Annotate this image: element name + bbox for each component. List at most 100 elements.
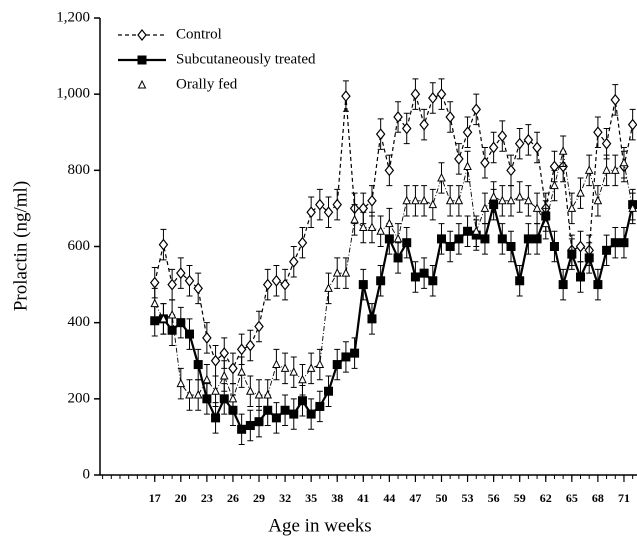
marker <box>549 242 559 251</box>
marker <box>280 278 290 291</box>
marker <box>515 276 525 286</box>
marker <box>297 396 307 406</box>
marker <box>228 362 238 375</box>
x-tick-label: 71 <box>618 491 630 505</box>
x-tick-label: 17 <box>149 491 161 505</box>
y-tick-label: 1,000 <box>56 86 90 102</box>
marker <box>158 238 169 251</box>
marker <box>341 352 351 362</box>
marker <box>185 389 194 399</box>
x-tick-label: 65 <box>566 491 578 505</box>
marker <box>211 413 221 423</box>
marker <box>323 206 334 219</box>
marker <box>376 226 385 235</box>
marker <box>211 386 220 395</box>
x-tick-label: 47 <box>409 491 421 505</box>
marker <box>263 389 273 399</box>
marker <box>384 164 395 177</box>
x-tick-label: 68 <box>592 491 604 505</box>
marker <box>628 203 637 212</box>
x-tick-label: 41 <box>357 491 369 505</box>
marker <box>480 156 490 169</box>
marker <box>236 343 247 356</box>
marker <box>602 165 611 174</box>
marker <box>558 280 568 290</box>
x-tick-label: 20 <box>175 491 187 505</box>
marker <box>593 280 603 290</box>
marker <box>463 226 473 236</box>
marker <box>515 191 525 201</box>
marker <box>401 122 412 135</box>
marker <box>498 195 507 205</box>
marker <box>297 236 308 249</box>
marker <box>393 111 403 123</box>
marker <box>280 363 290 372</box>
series-line <box>154 151 634 401</box>
legend-label: Subcutaneously treated <box>176 51 316 67</box>
marker <box>463 161 472 171</box>
legend-label: Control <box>176 26 222 42</box>
marker <box>506 164 516 177</box>
marker <box>437 172 446 182</box>
marker <box>176 267 186 280</box>
marker <box>376 276 386 286</box>
marker <box>454 195 464 205</box>
y-tick-label: 600 <box>68 238 91 254</box>
x-tick-label: 35 <box>305 491 317 505</box>
marker <box>524 195 533 205</box>
marker <box>576 272 586 282</box>
marker <box>402 195 412 205</box>
marker <box>246 386 255 395</box>
marker <box>445 195 455 205</box>
marker <box>584 165 594 174</box>
marker <box>254 320 264 333</box>
marker <box>567 249 577 259</box>
marker <box>332 198 342 211</box>
marker <box>514 137 525 150</box>
x-tick-label: 44 <box>383 491 395 505</box>
marker <box>497 130 508 143</box>
marker <box>454 234 464 244</box>
marker <box>254 417 264 427</box>
x-tick-label: 38 <box>331 491 343 505</box>
marker <box>550 180 559 190</box>
marker <box>184 274 195 287</box>
x-tick-label: 29 <box>253 491 265 505</box>
marker <box>289 255 299 268</box>
marker <box>228 393 238 403</box>
marker <box>419 268 429 278</box>
marker <box>532 141 542 154</box>
legend-marker <box>137 79 147 89</box>
marker <box>289 367 299 376</box>
marker <box>593 126 603 139</box>
marker <box>375 128 386 141</box>
marker <box>601 137 612 150</box>
marker <box>332 268 342 277</box>
marker <box>350 348 360 358</box>
marker <box>523 234 533 244</box>
marker <box>237 367 246 376</box>
marker <box>210 354 221 367</box>
marker <box>462 126 473 139</box>
marker <box>262 278 273 291</box>
y-tick-label: 1,200 <box>56 9 90 25</box>
marker <box>315 359 325 369</box>
marker <box>341 90 351 103</box>
marker <box>454 152 464 165</box>
y-tick-label: 200 <box>68 390 91 406</box>
marker <box>237 424 247 434</box>
marker <box>402 238 412 248</box>
marker <box>271 413 281 423</box>
marker <box>315 401 325 411</box>
marker <box>193 282 203 295</box>
marker <box>367 222 377 231</box>
marker <box>445 111 455 123</box>
marker <box>159 313 168 323</box>
marker <box>393 233 403 243</box>
marker <box>367 194 377 207</box>
marker <box>558 146 568 155</box>
marker <box>324 386 334 396</box>
marker <box>489 191 498 201</box>
marker <box>306 206 316 219</box>
marker <box>167 309 177 319</box>
